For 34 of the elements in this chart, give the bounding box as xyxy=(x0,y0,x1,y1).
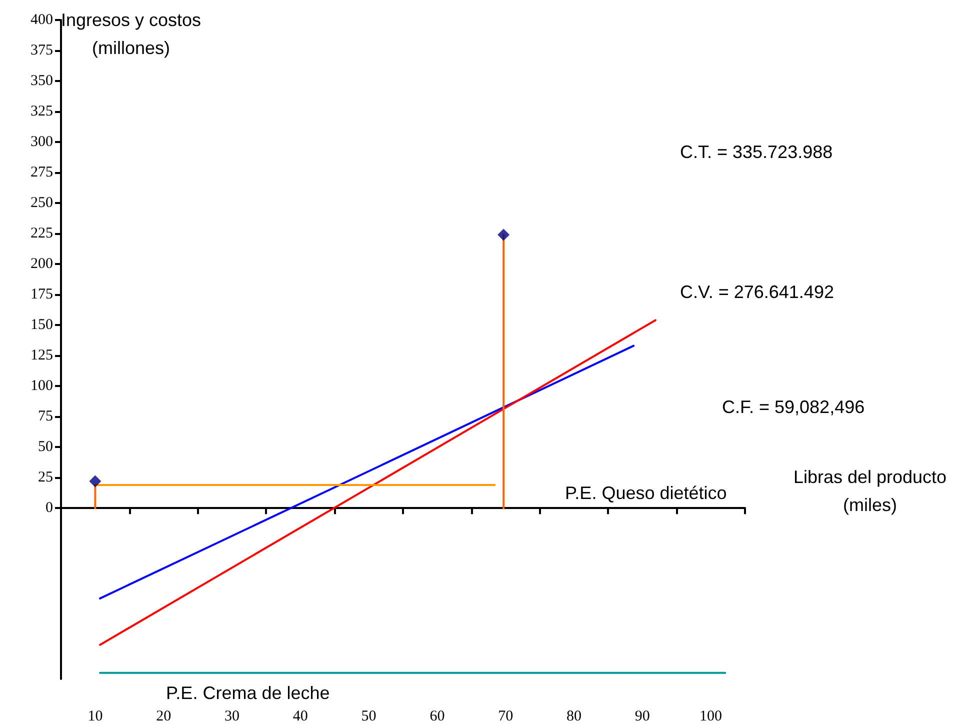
x-tick-label: 30 xyxy=(224,708,240,724)
y-tick-label: 200 xyxy=(30,256,53,272)
text: P.E. Crema de leche xyxy=(166,683,330,703)
y-tick-label: 150 xyxy=(30,317,53,334)
annotation: C.V. = 276.641.492 xyxy=(680,282,834,302)
x-tick-label: 90 xyxy=(634,708,650,724)
y-tick-label: 100 xyxy=(30,378,53,394)
y-tick-label: 175 xyxy=(30,286,53,303)
y-tick-label: 350 xyxy=(30,73,53,90)
x-tick-label: 40 xyxy=(292,708,308,724)
y-tick-label: 125 xyxy=(30,348,53,364)
x-tick-label: 70 xyxy=(498,708,514,724)
x-tick-label: 100 xyxy=(700,708,722,724)
y-axis-title: Ingresos y costos (millones) xyxy=(60,10,202,58)
x-tick-label: 20 xyxy=(156,708,172,724)
y-tick-label: 325 xyxy=(30,104,53,120)
x-tick-label: 60 xyxy=(430,708,445,724)
x-tick-label: 50 xyxy=(361,708,376,724)
y-tick-label: 375 xyxy=(30,42,53,59)
annotation: C.F. = 59,082,496 xyxy=(722,397,865,417)
y-tick-label: 300 xyxy=(30,134,53,150)
x-tick-label: 80 xyxy=(566,708,582,724)
y-tick-label: 275 xyxy=(30,164,53,181)
y-tick-label: 25 xyxy=(38,470,53,486)
y-tick-label: 0 xyxy=(46,500,53,516)
y-tick-label: 225 xyxy=(30,226,53,242)
y-tick-label: 400 xyxy=(30,12,53,28)
y-tick-label: 75 xyxy=(38,408,53,425)
annotation: P.E. Queso dietético xyxy=(565,483,727,503)
y-tick-label: 250 xyxy=(30,195,53,212)
x-tick-label: 10 xyxy=(88,708,103,724)
annotation: C.T. = 335.723.988 xyxy=(680,142,833,162)
x-axis-title: Libras del producto (miles) xyxy=(793,467,947,516)
y-tick-label: 50 xyxy=(38,439,53,456)
